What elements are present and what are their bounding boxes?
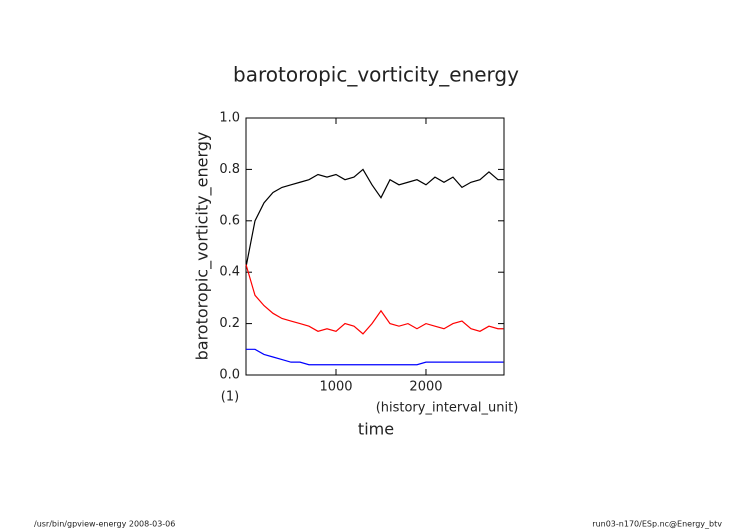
y-tick-label: 0.6 [219, 213, 240, 228]
footer-left: /usr/bin/gpview-energy 2008-03-06 [34, 520, 175, 529]
y-axis-label: barotoropic_vorticity_energy [193, 132, 213, 361]
x-tick-label: 1000 [319, 380, 352, 395]
chart-title: barotoropic_vorticity_energy [233, 63, 519, 87]
y-tick-label: 0.0 [219, 368, 240, 383]
series-line [245, 168, 504, 268]
x-axis-label: time [358, 420, 394, 439]
y-tick-label: 0.8 [219, 162, 240, 177]
x-units: (history_interval_unit) [376, 401, 519, 416]
series-line [245, 264, 504, 335]
y-units: (1) [221, 390, 239, 405]
series-line [246, 348, 504, 366]
y-tick-label: 0.2 [219, 316, 240, 331]
x-tick-label: 2000 [409, 380, 442, 395]
plot-frame [245, 117, 505, 376]
y-tick-label: 0.4 [219, 265, 240, 280]
footer-right: run03-n170/ESp.nc@Energy_btv [592, 520, 722, 529]
y-tick-label: 1.0 [219, 111, 240, 126]
